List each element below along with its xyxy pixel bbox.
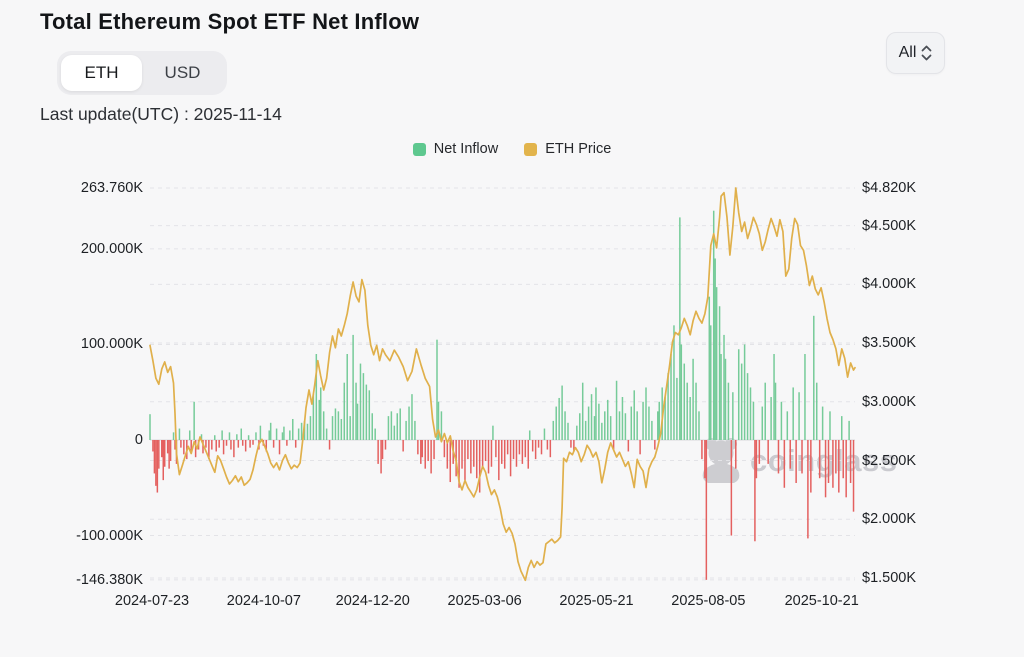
y-axis-left-label: 200.000K: [80, 240, 143, 257]
toggle-option-usd[interactable]: USD: [142, 55, 223, 91]
chart-legend: Net Inflow ETH Price: [0, 141, 1024, 157]
y-axis-right-label: $2.000K: [862, 511, 917, 528]
y-axis-right-label: $3.500K: [862, 335, 917, 352]
legend-item-net-inflow[interactable]: Net Inflow: [412, 141, 499, 157]
y-axis-right-label: $1.500K: [862, 570, 917, 586]
currency-toggle: ETH USD: [57, 51, 227, 95]
range-select-value: All: [898, 44, 917, 61]
y-axis-right-label: $4.000K: [862, 276, 917, 293]
x-axis-label: 2025-08-05: [671, 593, 746, 609]
legend-label-net-inflow: Net Inflow: [433, 141, 499, 157]
y-axis-right-label: $4.820K: [862, 180, 917, 196]
eth-price-swatch-icon: [524, 142, 538, 156]
x-axis-label: 2024-07-23: [114, 593, 190, 609]
toggle-option-eth[interactable]: ETH: [61, 55, 142, 91]
y-axis-left-label: -146.380K: [76, 571, 143, 588]
y-axis-right-label: $2.500K: [862, 452, 917, 469]
x-axis-label: 2024-10-07: [226, 593, 301, 609]
x-axis-label: 2024-12-20: [335, 593, 410, 609]
net-inflow-swatch-icon: [412, 142, 426, 156]
y-axis-left-label: 263.760K: [80, 180, 143, 196]
y-axis-right-label: $4.500K: [862, 217, 917, 234]
x-axis-label: 2025-03-06: [447, 593, 522, 609]
x-axis-label: 2025-10-21: [784, 593, 859, 609]
chevron-updown-icon: [921, 44, 932, 62]
y-axis-left-label: 100.000K: [80, 336, 143, 353]
y-axis-left-label: -100.000K: [76, 527, 143, 544]
x-axis-label: 2025-05-21: [559, 593, 634, 609]
last-update-text: Last update(UTC) : 2025-11-14: [40, 104, 282, 124]
legend-label-eth-price: ETH Price: [545, 141, 612, 157]
page-title: Total Ethereum Spot ETF Net Inflow: [40, 9, 420, 34]
y-axis-right-label: $3.000K: [862, 393, 917, 410]
y-axis-left-label: 0: [134, 432, 143, 448]
range-select[interactable]: All: [886, 32, 945, 74]
legend-item-eth-price[interactable]: ETH Price: [524, 141, 611, 157]
